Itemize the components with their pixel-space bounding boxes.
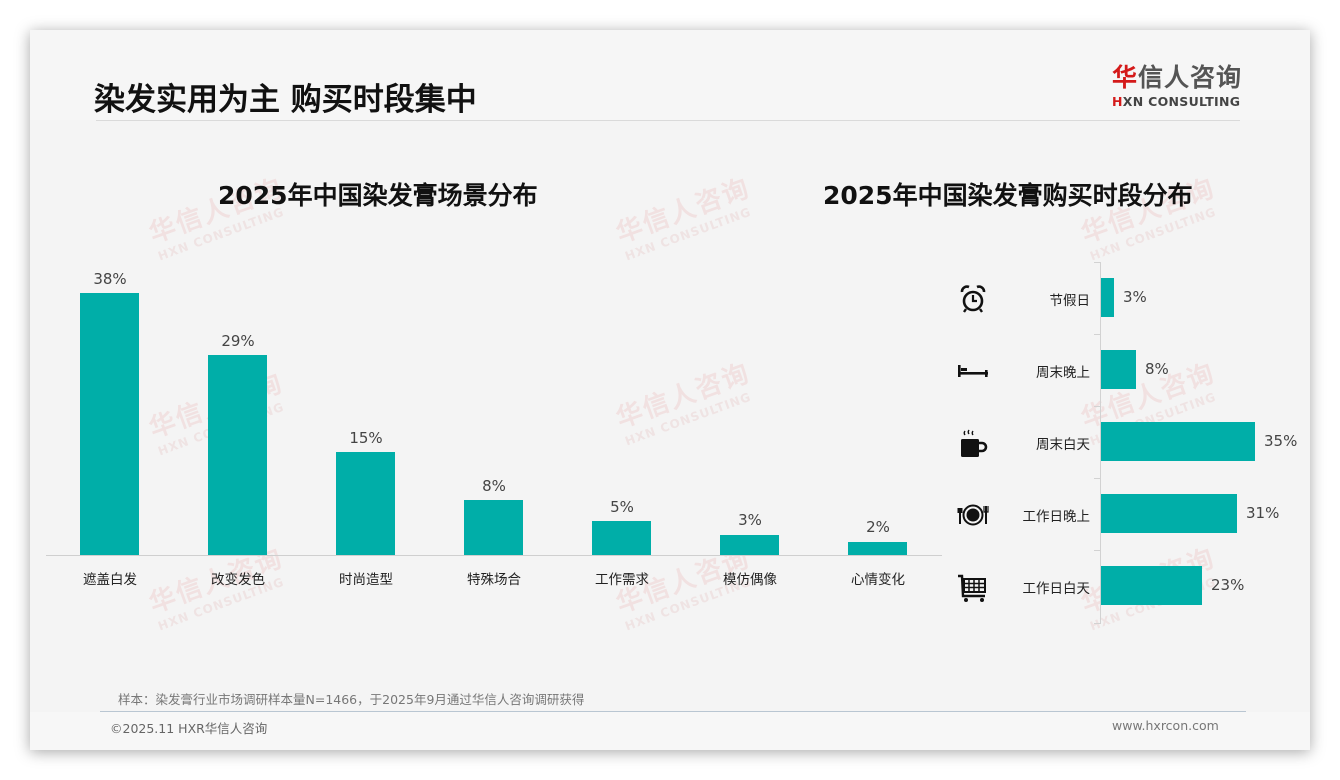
- bed-icon: [958, 365, 988, 377]
- scene-chart-title: 2025年中国染发膏场景分布: [218, 181, 538, 210]
- bar-value-label: 15%: [349, 429, 383, 447]
- category-label: 周末白天: [1036, 437, 1090, 453]
- category-label: 改变发色: [211, 572, 265, 588]
- alarm-clock-icon: [960, 285, 986, 313]
- bar-value-label: 3%: [738, 511, 762, 529]
- category-label: 模仿偶像: [723, 572, 777, 588]
- axis-tick: [1094, 262, 1100, 263]
- bar: [208, 355, 267, 555]
- axis-tick: [1094, 478, 1100, 479]
- bar-value-label: 8%: [482, 477, 506, 495]
- time-hbar-chart: 节假日 3% 周末晚上 8% 周末白天 35%: [946, 262, 1306, 624]
- brand-logo: 华信人咨询 HXN CONSULTING: [1112, 63, 1243, 110]
- category-label: 节假日: [1049, 293, 1091, 309]
- x-axis-line: [46, 555, 942, 556]
- category-label: 心情变化: [851, 572, 905, 588]
- bar-value-label: 31%: [1246, 504, 1280, 522]
- bar-value-label: 2%: [866, 518, 890, 536]
- bar: [720, 535, 779, 555]
- bar-row: 周末晚上 8%: [946, 334, 1306, 406]
- coffee-mug-icon: [961, 429, 988, 457]
- category-label: 工作日晚上: [1022, 509, 1091, 525]
- bar-row: 周末白天 35%: [946, 406, 1306, 478]
- bar: [1101, 278, 1114, 317]
- slide: 染发实用为主 购买时段集中 华信人咨询 HXN CONSULTING 华信人咨询…: [30, 30, 1310, 750]
- bar-group: 38% 遮盖白发: [46, 270, 174, 590]
- bar-row: 工作日白天 23%: [946, 550, 1306, 622]
- category-label: 周末晚上: [1036, 365, 1090, 381]
- bar: [80, 293, 139, 555]
- copyright-text: ©2025.11 HXR华信人咨询: [110, 721, 268, 736]
- bar: [1101, 422, 1255, 461]
- bar-group: 3% 模仿偶像: [686, 270, 814, 590]
- footer-band: [30, 712, 1310, 750]
- shopping-cart-icon: [958, 574, 986, 602]
- bar-value-label: 38%: [93, 270, 127, 288]
- logo-english: HXN CONSULTING: [1112, 94, 1241, 109]
- bar-value-label: 8%: [1145, 360, 1169, 378]
- bar-group: 8% 特殊场合: [430, 270, 558, 590]
- bar: [592, 521, 651, 555]
- axis-tick: [1094, 550, 1100, 551]
- bar-group: 29% 改变发色: [174, 270, 302, 590]
- category-label: 工作日白天: [1022, 581, 1091, 597]
- bar-group: 2% 心情变化: [814, 270, 942, 590]
- bar-value-label: 23%: [1211, 576, 1245, 594]
- bar: [848, 542, 907, 555]
- bar-value-label: 29%: [221, 332, 255, 350]
- axis-tick: [1094, 334, 1100, 335]
- bar-value-label: 3%: [1123, 288, 1147, 306]
- sample-note: 样本：染发膏行业市场调研样本量N=1466，于2025年9月通过华信人咨询调研获…: [118, 692, 585, 707]
- header-band: [30, 30, 1310, 120]
- time-chart-title: 2025年中国染发膏购买时段分布: [823, 181, 1193, 210]
- logo-chinese: 华信人咨询: [1112, 63, 1243, 92]
- category-label: 遮盖白发: [83, 572, 137, 588]
- footer-divider: [100, 711, 1246, 712]
- page-title: 染发实用为主 购买时段集中: [94, 82, 477, 118]
- bar-row: 节假日 3%: [946, 262, 1306, 334]
- y-axis-line: [1100, 262, 1101, 624]
- bar-row: 工作日晚上 31%: [946, 478, 1306, 550]
- plate-cutlery-icon: [957, 504, 989, 526]
- bar-value-label: 35%: [1264, 432, 1298, 450]
- bar: [464, 500, 523, 555]
- bar: [1101, 566, 1202, 605]
- category-label: 工作需求: [595, 572, 649, 588]
- bar: [336, 452, 395, 555]
- axis-tick: [1094, 406, 1100, 407]
- bar-group: 5% 工作需求: [558, 270, 686, 590]
- title-divider: [96, 120, 1240, 121]
- axis-tick: [1094, 623, 1100, 624]
- scene-bar-chart: 38% 遮盖白发 29% 改变发色 15% 时尚造型 8% 特殊场合 5% 工作…: [46, 270, 942, 590]
- bar: [1101, 494, 1237, 533]
- bar-value-label: 5%: [610, 498, 634, 516]
- category-label: 特殊场合: [467, 572, 521, 588]
- website-link[interactable]: www.hxrcon.com: [1112, 718, 1219, 733]
- bar: [1101, 350, 1136, 389]
- category-label: 时尚造型: [339, 572, 393, 588]
- bar-group: 15% 时尚造型: [302, 270, 430, 590]
